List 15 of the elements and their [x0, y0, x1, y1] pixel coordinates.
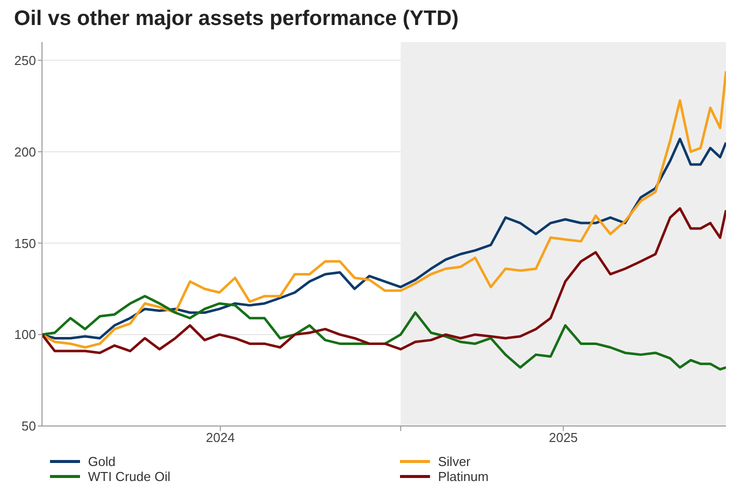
- y-tick-label: 100: [14, 327, 36, 342]
- legend-label: Platinum: [438, 469, 489, 484]
- x-tick-label: 2025: [548, 430, 578, 446]
- chart-title: Oil vs other major assets performance (YTD): [13, 7, 460, 32]
- y-tick-label: 50: [22, 418, 36, 434]
- x-tick-label: 2024: [206, 430, 235, 446]
- legend-label: WTI Crude Oil: [88, 469, 170, 484]
- line-series: [42, 294, 726, 371]
- y-tick-label: 200: [14, 144, 36, 160]
- line-series: [42, 70, 726, 349]
- line-series: [42, 207, 726, 354]
- y-tick-label: 250: [14, 52, 36, 68]
- legend-label: Gold: [88, 454, 116, 469]
- legend-label: Silver: [438, 454, 471, 469]
- y-tick-label: 150: [14, 236, 36, 251]
